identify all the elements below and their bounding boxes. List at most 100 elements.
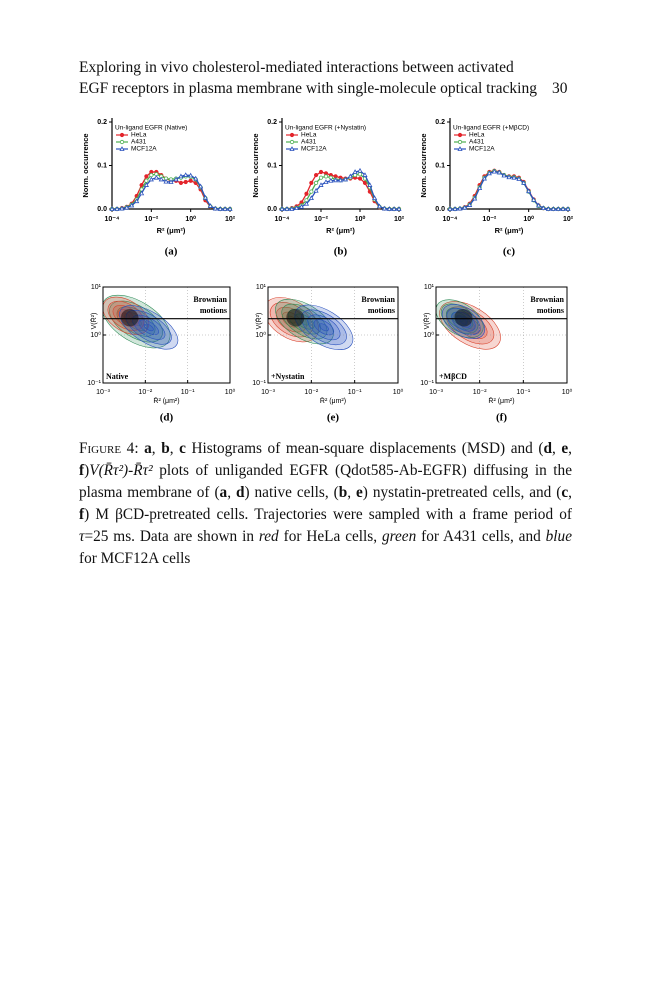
x-tick-label: 10⁻¹	[348, 389, 362, 396]
marker	[501, 172, 507, 178]
contour	[275, 298, 334, 345]
contour	[307, 314, 341, 341]
caption-text: plots of unliganded EGFR (Qdot585-Ab-EGF…	[79, 462, 572, 501]
caption-text: ,	[169, 440, 180, 457]
legend-marker	[119, 132, 125, 138]
annotation-bg	[525, 294, 566, 318]
x-tick-label: 10²	[225, 216, 236, 223]
y-axis-label: Norm. occurrence	[419, 133, 428, 197]
panel-label: (f)	[496, 412, 507, 424]
x-tick-label: 10⁰	[225, 388, 236, 396]
caption-ref: f	[79, 506, 85, 523]
y-tick-label: 10⁻¹	[420, 380, 434, 387]
caption-emph: blue	[545, 528, 572, 545]
caption-math: τ	[79, 528, 85, 545]
marker	[386, 206, 392, 211]
annotation: motions	[200, 306, 227, 315]
caption-label: Figure 4:	[79, 440, 145, 457]
legend-label: MCF12A	[469, 146, 495, 153]
caption-text: ) nystatin-pretreated cells, and (	[362, 484, 562, 501]
caption-ref: e	[356, 484, 363, 501]
x-tick-label: 10⁰	[523, 215, 534, 223]
annotation: Brownian	[193, 295, 227, 304]
legend-label: A431	[301, 139, 317, 146]
x-tick-label: 10⁰	[562, 388, 573, 396]
marker	[318, 175, 324, 180]
condition-label: Native	[106, 372, 129, 381]
marker	[457, 205, 463, 211]
y-tick-label: 0.0	[97, 206, 107, 213]
caption-text: ,	[347, 484, 356, 501]
marker	[531, 197, 537, 202]
panel-label: (d)	[160, 412, 174, 424]
x-tick-label: 10²	[394, 216, 405, 223]
marker	[357, 172, 363, 177]
caption-text: for A431 cells, and	[416, 528, 546, 545]
legend-marker	[289, 146, 295, 151]
x-tick-label: 10⁻²	[138, 389, 152, 396]
marker	[313, 180, 319, 185]
marker	[284, 206, 290, 211]
marker	[506, 174, 512, 180]
y-axis-label: V(R̄²)	[423, 313, 431, 330]
marker	[372, 195, 378, 201]
marker	[462, 204, 468, 210]
marker	[298, 203, 305, 209]
legend-label: HeLa	[469, 132, 485, 139]
caption-emph: green	[381, 528, 417, 545]
x-tick-label: 10⁰	[355, 215, 366, 223]
marker	[526, 188, 532, 194]
x-tick-label: 10⁻¹	[181, 389, 195, 396]
x-tick-label: 10⁰	[393, 388, 404, 396]
y-tick-label: 10¹	[91, 284, 102, 291]
x-tick-label: 10⁻⁴	[443, 216, 458, 223]
y-tick-label: 10¹	[256, 284, 267, 291]
marker	[153, 174, 159, 180]
marker	[188, 178, 193, 183]
caption-math: V(R̄τ²)-R̄τ²	[89, 462, 153, 479]
marker	[472, 195, 478, 201]
caption-text: ,	[568, 484, 572, 501]
contour-core	[286, 308, 305, 327]
caption-text: ,	[568, 440, 572, 457]
marker	[521, 180, 527, 185]
panel-label: (e)	[327, 412, 340, 424]
marker	[396, 206, 402, 211]
marker	[124, 204, 130, 210]
y-tick-label: 10¹	[424, 284, 435, 291]
caption-ref: b	[161, 440, 170, 457]
marker	[313, 172, 319, 178]
legend-title: Un-ligand EGFR (Native)	[115, 125, 187, 132]
y-axis-label: V(R̄²)	[255, 313, 263, 330]
x-axis-label: R² (μm²)	[157, 226, 186, 235]
marker	[198, 183, 204, 189]
marker	[313, 187, 319, 193]
marker	[511, 174, 517, 180]
x-tick-label: 10⁻²	[473, 389, 487, 396]
y-tick-label: 10⁰	[423, 331, 434, 339]
caption-text: ,	[551, 440, 562, 457]
annotation-bg	[356, 294, 397, 318]
x-tick-label: 10⁻²	[304, 389, 318, 396]
caption-text: ) M βCD-pretreated cells. Trajectories w…	[84, 506, 572, 523]
contour-core	[120, 309, 139, 327]
marker	[143, 182, 149, 187]
marker	[357, 167, 363, 173]
marker	[352, 169, 358, 174]
marker	[318, 182, 324, 187]
contour	[439, 301, 501, 350]
contours	[436, 299, 501, 350]
marker	[168, 179, 174, 184]
condition-label: +MβCD	[439, 372, 467, 381]
marker	[491, 168, 497, 174]
x-tick-label: 10⁻²	[482, 216, 496, 223]
legend-label: HeLa	[131, 132, 147, 139]
contours	[268, 297, 354, 351]
marker	[323, 179, 329, 184]
legend-label: MCF12A	[131, 146, 157, 153]
marker	[309, 180, 314, 185]
x-tick-label: 10⁻³	[429, 389, 443, 396]
marker	[362, 172, 368, 177]
marker	[309, 189, 314, 194]
